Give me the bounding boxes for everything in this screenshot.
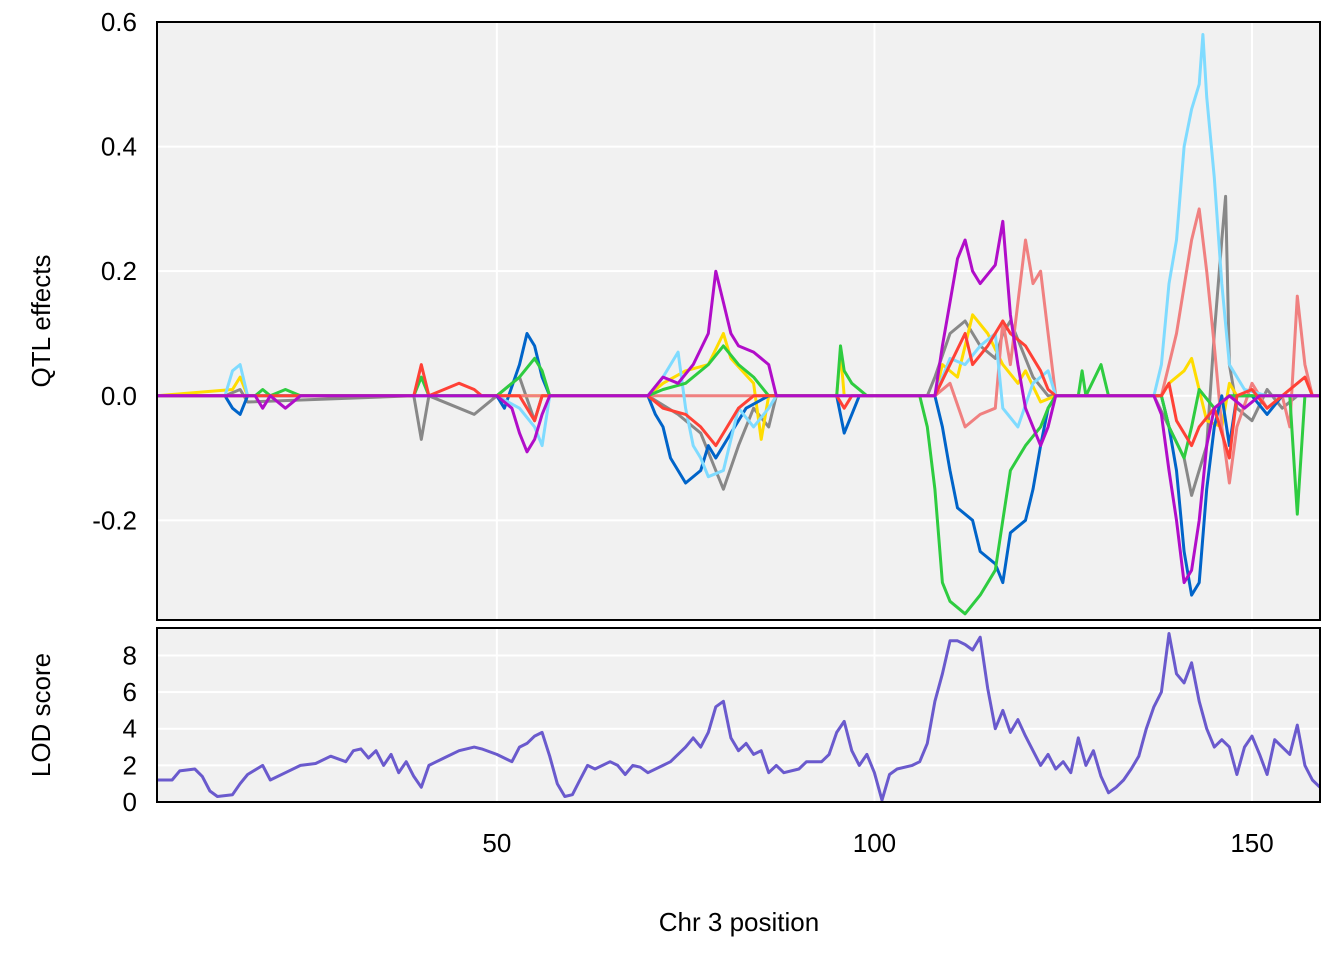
lod-y-tick-1: 2 xyxy=(123,750,137,780)
effect-line-green xyxy=(157,344,1320,616)
lod-y-axis-label: LOD score xyxy=(26,653,56,777)
lod-y-tick-0: 0 xyxy=(123,787,137,817)
effects-y-tick-4: 0.6 xyxy=(101,7,137,37)
lod-line xyxy=(157,632,1322,802)
effects-y-tick-1: 0.0 xyxy=(101,381,137,411)
effects-y-tick-2: 0.2 xyxy=(101,256,137,286)
x-tick-labels: 50 100 150 xyxy=(482,828,1273,858)
effects-panel-frame xyxy=(156,21,1321,621)
lod-y-tick-2: 4 xyxy=(123,714,137,744)
effects-y-tick-0: -0.2 xyxy=(92,505,137,535)
lod-series xyxy=(157,632,1322,802)
effect-line-blue xyxy=(157,332,1320,597)
effect-line-light_blue xyxy=(157,33,1320,479)
x-tick-2: 150 xyxy=(1230,828,1273,858)
x-axis-label: Chr 3 position xyxy=(659,907,819,937)
effects-y-tick-labels: -0.2 0.0 0.2 0.4 0.6 xyxy=(92,7,137,535)
lod-panel-frame xyxy=(156,627,1321,803)
effects-panel-background xyxy=(157,22,1320,620)
effect-line-purple xyxy=(157,219,1320,585)
effects-y-axis-label: QTL effects xyxy=(26,255,56,388)
lod-y-tick-labels: 0 2 4 6 8 xyxy=(123,640,137,817)
effect-line-gray xyxy=(157,194,1320,497)
effects-series xyxy=(156,33,1320,616)
x-tick-1: 100 xyxy=(853,828,896,858)
lod-y-tick-4: 8 xyxy=(123,640,137,670)
effect-line-red xyxy=(157,319,1320,460)
lod-panel-background xyxy=(157,628,1320,802)
x-tick-0: 50 xyxy=(482,828,511,858)
lod-y-tick-3: 6 xyxy=(123,677,137,707)
effects-y-tick-3: 0.4 xyxy=(101,132,137,162)
